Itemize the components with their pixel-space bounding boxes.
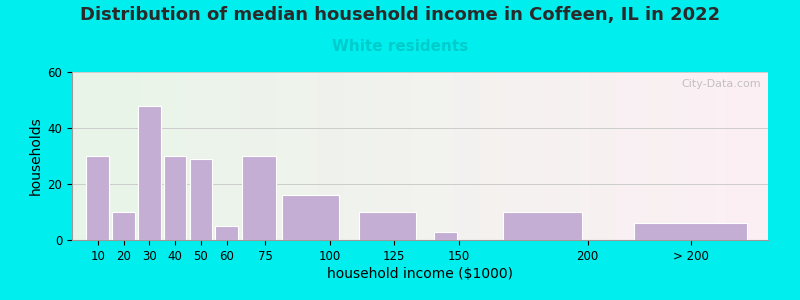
- Text: City-Data.com: City-Data.com: [682, 79, 761, 89]
- Bar: [86, 156, 109, 240]
- Text: White residents: White residents: [332, 39, 468, 54]
- Bar: [282, 195, 339, 240]
- Text: Distribution of median household income in Coffeen, IL in 2022: Distribution of median household income …: [80, 6, 720, 24]
- Bar: [634, 223, 747, 240]
- Bar: [190, 159, 212, 240]
- Bar: [112, 212, 135, 240]
- Bar: [138, 106, 161, 240]
- Y-axis label: households: households: [30, 117, 43, 195]
- Bar: [434, 232, 457, 240]
- Bar: [242, 156, 276, 240]
- Bar: [164, 156, 186, 240]
- Bar: [215, 226, 238, 240]
- Bar: [502, 212, 582, 240]
- X-axis label: household income ($1000): household income ($1000): [327, 267, 513, 281]
- Bar: [359, 212, 416, 240]
